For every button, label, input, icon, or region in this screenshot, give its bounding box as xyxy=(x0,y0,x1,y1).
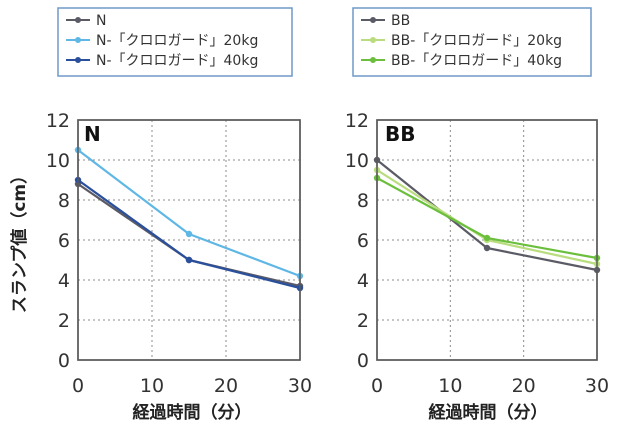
y-tick-label: 0 xyxy=(357,350,369,372)
legend-swatch-marker xyxy=(370,37,376,43)
y-tick-label: 2 xyxy=(357,310,369,332)
data-point-bb-0 xyxy=(483,244,491,252)
legend-n: N N-「クロロガード」20kg N-「クロロガード」40kg xyxy=(57,7,293,77)
legend-swatch-marker xyxy=(370,17,376,23)
plot-bb: BB xyxy=(373,119,601,361)
y-tick-label: 2 xyxy=(58,310,70,332)
y-tick-label: 10 xyxy=(345,150,369,172)
x-tick-label: 20 xyxy=(512,375,536,397)
legend-label: BB-「クロロガード」20kg xyxy=(391,33,562,49)
legend-swatch-marker xyxy=(75,37,81,43)
plot-n-label: N xyxy=(84,122,101,146)
y-tick-label: 12 xyxy=(46,110,70,132)
legend-swatch-marker xyxy=(75,17,81,23)
x-tick-label: 10 xyxy=(140,375,164,397)
y-tick-label: 8 xyxy=(357,190,369,212)
data-point-n-2 xyxy=(185,256,193,264)
x-tick-label: 0 xyxy=(72,375,84,397)
x-tick-label: 30 xyxy=(585,375,609,397)
y-tick-label: 4 xyxy=(58,270,70,292)
legend-label: N xyxy=(96,13,106,29)
y-tick-label: 0 xyxy=(58,350,70,372)
legend-swatch-marker xyxy=(75,57,81,63)
data-point-bb-2 xyxy=(483,234,491,242)
x-tick-label: 10 xyxy=(438,375,462,397)
plot-n: N xyxy=(74,119,304,361)
legend-bb-entries: BB BB-「クロロガード」20kg BB-「クロロガード」40kg xyxy=(361,13,562,69)
x-axis-title-bb: 経過時間（分） xyxy=(429,402,548,423)
x-tick-label: 30 xyxy=(288,375,312,397)
legend-label: BB-「クロロガード」40kg xyxy=(391,53,562,69)
plot-bb-border xyxy=(376,119,598,361)
y-tick-label: 6 xyxy=(357,230,369,252)
legend-label: N-「クロロガード」40kg xyxy=(96,53,258,69)
data-point-n-1 xyxy=(185,230,193,238)
legend-n-entries: N N-「クロロガード」20kg N-「クロロガード」40kg xyxy=(66,13,258,69)
legend-label: BB xyxy=(391,13,410,29)
x-tick-label: 20 xyxy=(214,375,238,397)
y-tick-label: 6 xyxy=(58,230,70,252)
x-axis-title-n: 経過時間（分） xyxy=(133,402,252,423)
plot-bb-label: BB xyxy=(385,122,416,146)
legend-bb: BB BB-「クロロガード」20kg BB-「クロロガード」40kg xyxy=(352,7,592,77)
y-tick-label: 10 xyxy=(46,150,70,172)
y-tick-label: 4 xyxy=(357,270,369,292)
plot-n-border xyxy=(77,119,301,361)
legend-label: N-「クロロガード」20kg xyxy=(96,33,258,49)
y-axis-title: スランプ値（cm） xyxy=(9,167,30,313)
x-tick-label: 0 xyxy=(371,375,383,397)
y-tick-label: 8 xyxy=(58,190,70,212)
y-tick-label: 12 xyxy=(345,110,369,132)
legend-swatch-marker xyxy=(370,57,376,63)
legend-bb-box xyxy=(352,7,592,77)
legend-n-box xyxy=(57,7,293,77)
